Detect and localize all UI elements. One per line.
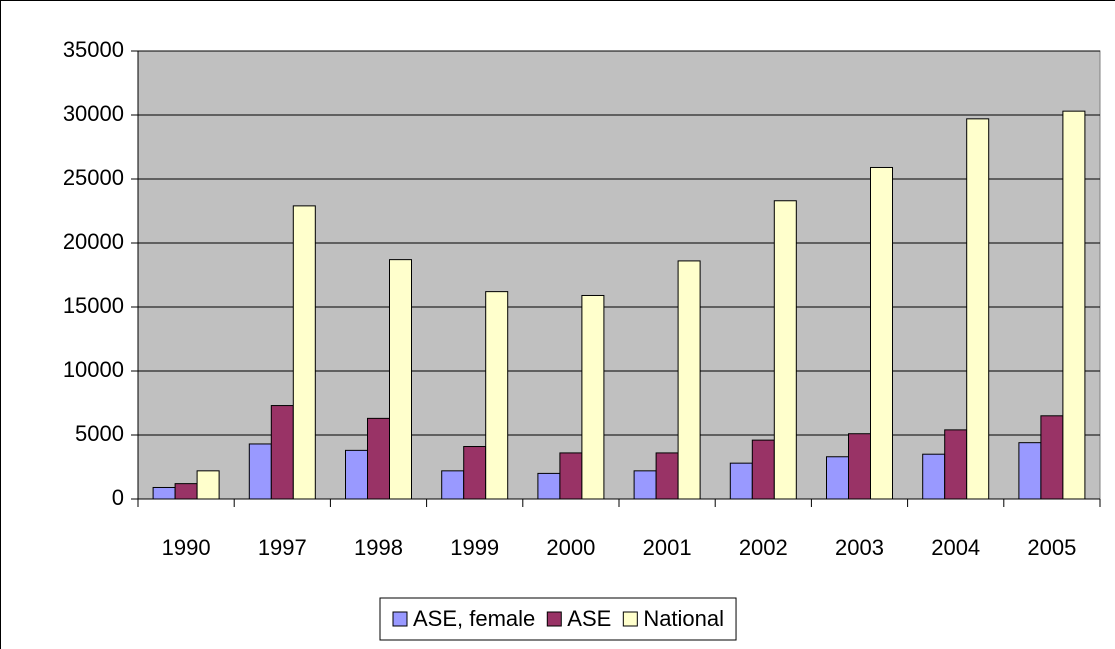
x-tick-label: 1997: [258, 535, 307, 560]
x-tick-label: 2005: [1027, 535, 1076, 560]
bar: [537, 472, 561, 500]
bar: [292, 205, 316, 500]
bar: [152, 486, 176, 500]
legend-label: National: [643, 606, 724, 631]
bar: [174, 483, 198, 500]
bar: [773, 200, 797, 500]
bar: [870, 166, 893, 500]
y-tick-label: 5000: [75, 421, 124, 446]
bar: [944, 429, 968, 500]
bar: [848, 433, 871, 500]
legend-swatch: [622, 611, 638, 627]
bar: [1018, 442, 1042, 500]
bar: [751, 439, 775, 500]
bar: [1040, 415, 1064, 500]
bar: [559, 452, 583, 500]
x-tick-label: 1998: [354, 535, 403, 560]
bar: [463, 446, 487, 500]
bar: [248, 443, 272, 500]
bar: [633, 470, 657, 500]
x-tick-label: 2003: [835, 535, 884, 560]
x-tick-label: 2000: [546, 535, 595, 560]
bar: [441, 470, 465, 500]
x-tick-label: 2004: [931, 535, 980, 560]
bar: [826, 456, 849, 500]
bar: [345, 449, 368, 500]
y-tick-label: 35000: [63, 37, 124, 62]
bar: [922, 453, 946, 500]
x-tick-label: 1990: [162, 535, 211, 560]
bar: [270, 405, 294, 500]
bar: [485, 291, 509, 500]
bar: [729, 462, 753, 500]
bar: [389, 259, 412, 500]
bar: [1062, 110, 1086, 500]
legend-label: ASE: [567, 606, 611, 631]
x-tick-label: 1999: [450, 535, 499, 560]
bar: [966, 118, 990, 500]
y-tick-label: 0: [112, 485, 124, 510]
x-tick-label: 2002: [739, 535, 788, 560]
y-tick-label: 20000: [63, 229, 124, 254]
legend-swatch: [546, 611, 562, 627]
bar: [196, 470, 220, 500]
legend-label: ASE, female: [413, 606, 535, 631]
bar: [655, 452, 679, 500]
legend-swatch: [392, 611, 408, 627]
y-tick-label: 10000: [63, 357, 124, 382]
y-tick-label: 25000: [63, 165, 124, 190]
y-tick-label: 15000: [63, 293, 124, 318]
legend: [379, 597, 737, 641]
bar: [677, 260, 701, 500]
y-tick-label: 30000: [63, 101, 124, 126]
bar: [581, 294, 605, 500]
bar: [367, 417, 390, 500]
x-tick-label: 2001: [643, 535, 692, 560]
